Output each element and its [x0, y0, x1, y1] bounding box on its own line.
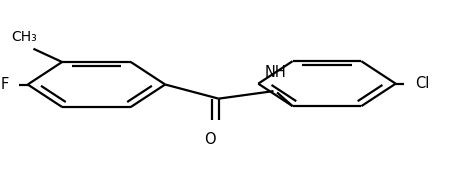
- Text: NH: NH: [265, 65, 286, 80]
- Text: Cl: Cl: [415, 76, 429, 91]
- Text: CH₃: CH₃: [12, 30, 37, 44]
- Text: O: O: [204, 132, 216, 147]
- Text: F: F: [0, 77, 9, 92]
